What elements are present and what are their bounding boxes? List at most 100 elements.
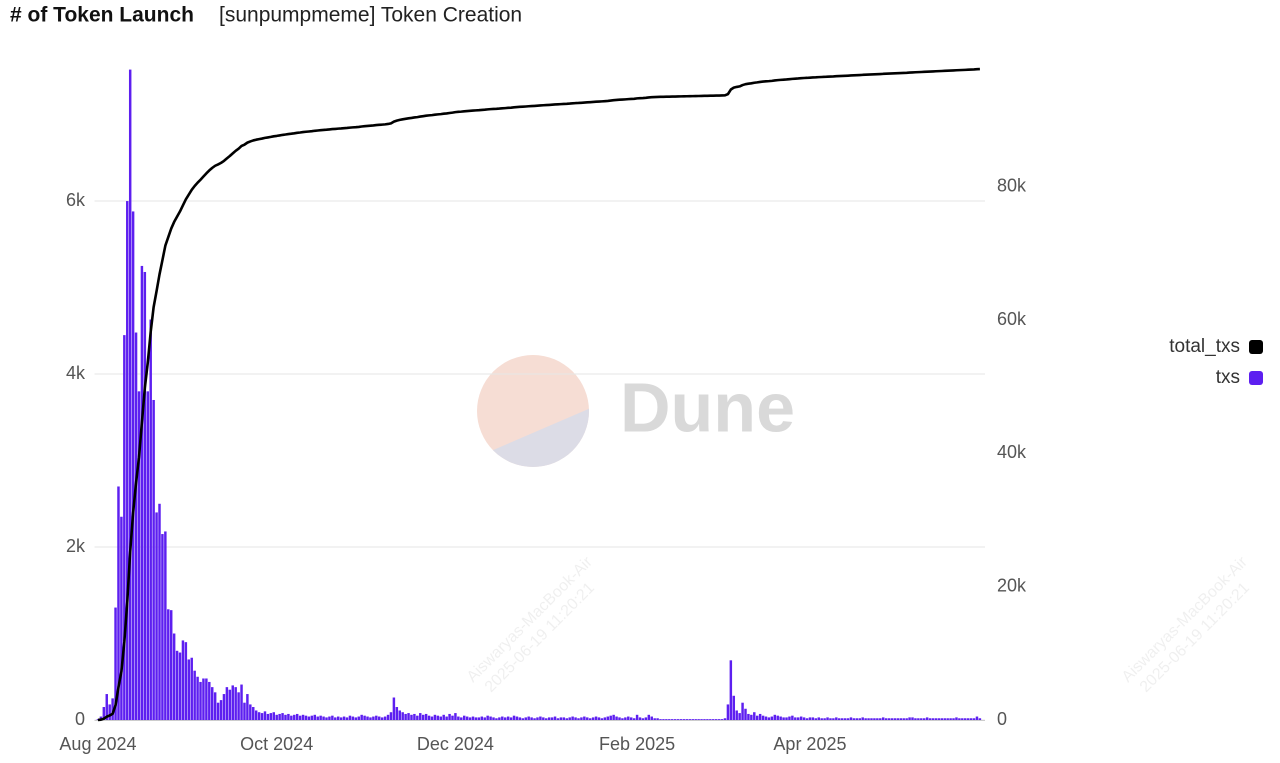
bar xyxy=(884,718,888,720)
bar xyxy=(638,717,642,720)
bar xyxy=(629,717,633,720)
bar xyxy=(550,717,554,720)
bar xyxy=(922,718,926,720)
bar xyxy=(779,716,782,720)
bar xyxy=(336,716,340,720)
bar xyxy=(547,717,551,720)
bar xyxy=(117,486,120,720)
bar xyxy=(167,609,170,720)
bar xyxy=(846,718,850,720)
y-tick-label: 2k xyxy=(66,536,86,556)
bar xyxy=(952,718,955,720)
bar xyxy=(747,713,750,720)
bar xyxy=(969,718,973,720)
bar xyxy=(457,716,460,720)
bar xyxy=(899,718,903,720)
legend-swatch xyxy=(1249,371,1263,385)
bar xyxy=(867,718,870,720)
bar xyxy=(287,713,290,720)
bar xyxy=(143,271,147,720)
bar xyxy=(301,714,305,720)
bar xyxy=(322,716,325,720)
bar xyxy=(591,717,595,720)
bar xyxy=(890,718,894,720)
bar xyxy=(181,640,185,720)
bar xyxy=(380,717,384,720)
bar xyxy=(105,694,108,720)
bar xyxy=(518,717,522,720)
bar xyxy=(785,717,788,720)
x-tick-label: Apr 2025 xyxy=(773,734,846,754)
bar xyxy=(832,718,835,720)
bar xyxy=(799,716,803,720)
bar xyxy=(808,717,812,720)
bar xyxy=(966,718,970,720)
bar xyxy=(688,719,692,720)
bar xyxy=(436,715,440,720)
bar xyxy=(293,714,296,720)
bar xyxy=(140,265,144,720)
bar xyxy=(392,697,396,720)
bar xyxy=(583,716,586,720)
bar xyxy=(577,718,580,720)
bar xyxy=(671,719,674,720)
bar xyxy=(161,534,164,720)
bar xyxy=(225,687,229,720)
legend-swatch xyxy=(1249,340,1263,354)
bar xyxy=(972,718,976,720)
bar xyxy=(805,718,809,720)
bar xyxy=(767,717,771,720)
bar xyxy=(709,719,712,720)
bar xyxy=(703,719,706,720)
bar xyxy=(668,719,671,720)
bar xyxy=(744,708,747,720)
bar xyxy=(864,718,867,720)
bar xyxy=(342,716,346,720)
bar xyxy=(905,718,908,720)
bar xyxy=(580,717,583,720)
bar xyxy=(275,714,278,720)
bar xyxy=(676,719,680,720)
bar xyxy=(802,717,806,720)
bar xyxy=(840,718,844,720)
y2-tick-label: 0 xyxy=(997,709,1007,729)
bar xyxy=(172,633,176,720)
bar xyxy=(137,391,141,720)
bar xyxy=(492,717,495,720)
bar xyxy=(949,718,952,720)
bar xyxy=(559,717,563,720)
bar xyxy=(741,702,744,720)
bar xyxy=(260,713,264,720)
bar xyxy=(360,714,363,720)
bar xyxy=(712,719,715,720)
x-tick-label: Dec 2024 xyxy=(417,734,494,754)
bar xyxy=(665,719,668,720)
watermark-logo xyxy=(477,355,589,467)
bar xyxy=(211,687,214,720)
bar xyxy=(539,716,542,720)
x-tick-label: Oct 2024 xyxy=(240,734,313,754)
bar xyxy=(876,718,879,720)
bar xyxy=(386,714,390,720)
bar xyxy=(659,719,662,720)
bar xyxy=(615,716,618,720)
bar xyxy=(814,718,818,720)
bar xyxy=(940,718,944,720)
bar xyxy=(791,715,794,720)
bar xyxy=(641,718,645,720)
bar xyxy=(653,718,656,720)
bar xyxy=(797,717,800,720)
bar xyxy=(219,700,223,720)
bar xyxy=(700,719,703,720)
bar xyxy=(606,716,610,720)
y2-tick-label: 80k xyxy=(997,176,1027,196)
bar xyxy=(389,712,393,720)
bar xyxy=(720,719,724,720)
bar xyxy=(158,503,161,720)
bar xyxy=(887,718,891,720)
bar xyxy=(714,719,718,720)
bar xyxy=(471,716,475,720)
bar xyxy=(849,717,853,720)
bar xyxy=(911,717,914,720)
bar xyxy=(310,715,314,720)
